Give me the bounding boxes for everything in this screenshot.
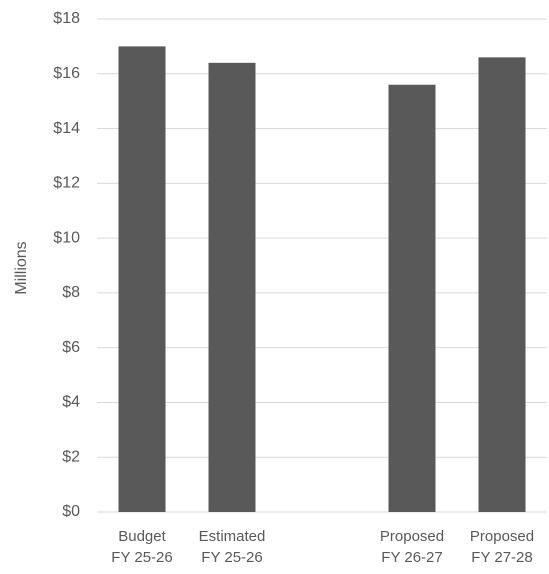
y-tick-label: $0 (62, 503, 80, 520)
y-tick-label: $6 (62, 339, 80, 356)
x-tick-label: Estimated FY 25-26 (199, 528, 266, 566)
y-axis-ticks: $0 $2 $4 $6 $8 $10 $12 $14 $16 $18 (53, 10, 80, 520)
x-tick-label: Proposed FY 27-28 (470, 528, 534, 566)
bar (208, 62, 256, 512)
gridlines (97, 18, 547, 513)
bar (478, 57, 526, 512)
y-tick-label: $4 (62, 394, 80, 411)
bar (118, 46, 166, 513)
y-tick-label: $14 (53, 120, 80, 137)
y-tick-label: $10 (53, 229, 80, 246)
y-axis-label: Millions (13, 241, 30, 294)
bars (118, 46, 526, 513)
y-tick-label: $12 (53, 175, 80, 192)
y-tick-label: $16 (53, 65, 80, 82)
x-axis-ticks: Budget FY 25-26 Estimated FY 25-26 Proposed F… (111, 528, 534, 566)
x-tick-label: Proposed FY 26-27 (380, 528, 444, 566)
x-tick-label: Budget FY 25-26 (111, 528, 172, 566)
y-tick-label: $18 (53, 10, 80, 27)
y-tick-label: $2 (62, 448, 80, 465)
bar (388, 84, 436, 512)
y-tick-label: $8 (62, 284, 80, 301)
